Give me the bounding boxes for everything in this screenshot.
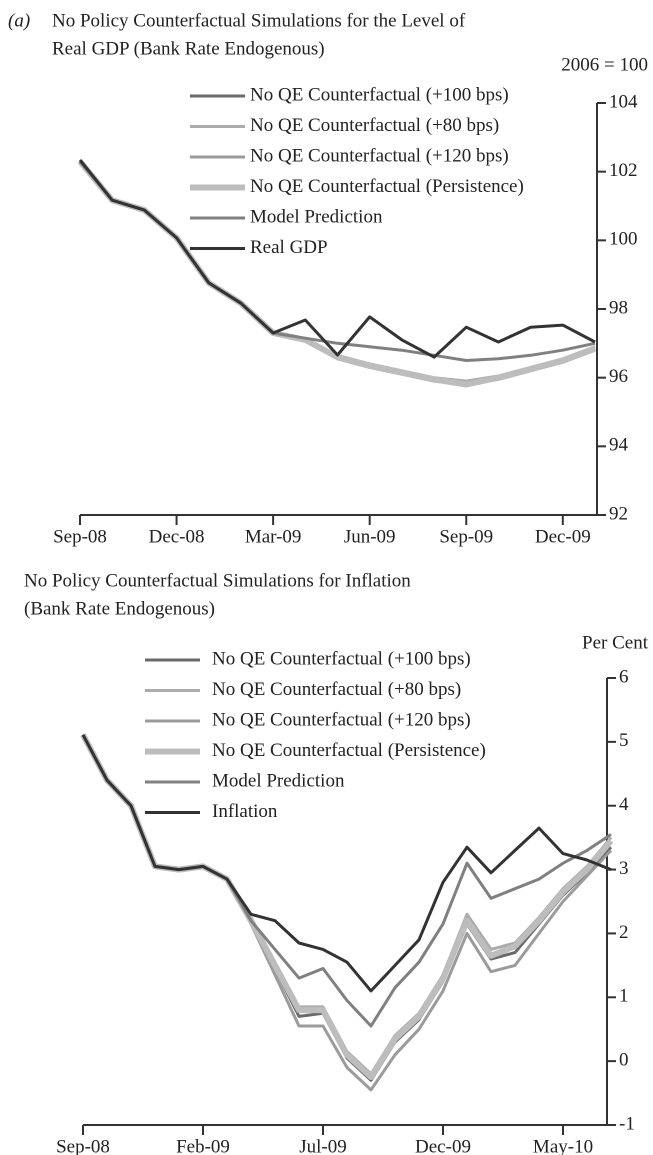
x-tick-label: Jun-09 — [344, 526, 396, 547]
series-line — [78, 159, 596, 359]
legend-label: No QE Counterfactual (+120 bps) — [250, 145, 509, 166]
x-tick-label: May-10 — [533, 1136, 593, 1155]
chart-title: No Policy Counterfactual Simulations for… — [24, 570, 411, 591]
legend-label: No QE Counterfactual (+100 bps) — [250, 84, 509, 105]
chart-title: No Policy Counterfactual Simulations for… — [52, 10, 466, 31]
series-line — [81, 734, 613, 1092]
x-tick-label: Sep-09 — [439, 526, 493, 547]
x-tick-label: Sep-08 — [56, 1136, 110, 1155]
y-tick-label: -1 — [619, 1113, 635, 1134]
series-line — [81, 734, 613, 1076]
legend-label: No QE Counterfactual (+120 bps) — [212, 709, 471, 730]
panel-label: (a) — [8, 10, 30, 31]
series-line — [81, 734, 612, 993]
x-tick-label: Dec-08 — [149, 526, 205, 547]
series-line — [81, 734, 613, 1082]
y-axis-label: 2006 = 100 — [561, 54, 648, 75]
y-tick-label: 2 — [619, 922, 629, 943]
legend-label: No QE Counterfactual (+80 bps) — [250, 115, 499, 136]
y-tick-label: 100 — [609, 229, 638, 250]
legend-label: Model Prediction — [250, 206, 383, 227]
y-tick-label: 3 — [619, 858, 629, 879]
legend-label: No QE Counterfactual (+80 bps) — [212, 679, 461, 700]
x-tick-label: Feb-09 — [176, 1136, 230, 1155]
chart-title: Real GDP (Bank Rate Endogenous) — [52, 38, 325, 59]
legend-label: No QE Counterfactual (Persistence) — [212, 740, 486, 761]
legend-label: Model Prediction — [212, 770, 345, 791]
chart-title: (Bank Rate Endogenous) — [24, 598, 215, 619]
legend-label: No QE Counterfactual (Persistence) — [250, 176, 524, 197]
legend-label: Inflation — [212, 801, 278, 822]
x-tick-label: Jul-09 — [299, 1136, 347, 1155]
y-axis-label: Per Cent — [582, 632, 649, 653]
y-tick-label: 94 — [609, 435, 629, 456]
y-tick-label: 4 — [619, 794, 629, 815]
y-tick-label: 1 — [619, 986, 629, 1007]
y-tick-label: 102 — [609, 160, 638, 181]
y-tick-label: 98 — [609, 297, 628, 318]
y-tick-label: 104 — [609, 91, 638, 112]
legend-label: Real GDP — [250, 237, 328, 258]
x-tick-label: Sep-08 — [53, 526, 107, 547]
y-tick-label: 6 — [619, 666, 629, 687]
y-tick-label: 0 — [619, 1050, 629, 1071]
x-tick-label: Dec-09 — [415, 1136, 471, 1155]
y-tick-label: 5 — [619, 730, 629, 751]
y-tick-label: 92 — [609, 503, 628, 524]
series-line — [81, 734, 612, 1028]
y-tick-label: 96 — [609, 366, 628, 387]
legend-label: No QE Counterfactual (+100 bps) — [212, 648, 471, 669]
x-tick-label: Mar-09 — [245, 526, 302, 547]
x-tick-label: Dec-09 — [535, 526, 591, 547]
series-line — [80, 733, 614, 1081]
